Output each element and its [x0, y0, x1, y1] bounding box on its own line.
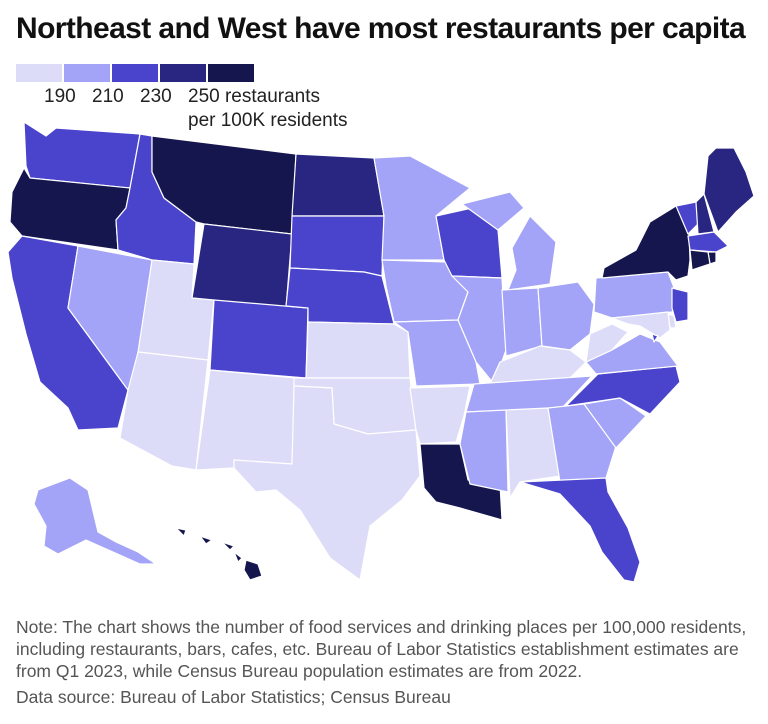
legend-tick-250: 250 restaurants — [188, 86, 321, 107]
data-source: Data source: Bureau of Labor Statistics;… — [16, 687, 451, 707]
state-maryland[interactable] — [611, 311, 671, 339]
state-ohio[interactable] — [537, 281, 595, 351]
state-mississippi[interactable] — [459, 409, 509, 493]
state-new-mexico[interactable] — [195, 369, 297, 471]
state-florida[interactable] — [519, 477, 641, 583]
state-maine[interactable] — [703, 147, 755, 233]
legend-swatches — [16, 64, 256, 82]
legend-swatch-bin-4 — [160, 64, 206, 82]
chart-title: Northeast and West have most restaurants… — [16, 12, 746, 45]
chart-note: Note: The chart shows the number of food… — [16, 617, 747, 681]
state-north-dakota[interactable] — [291, 153, 385, 217]
state-michigan[interactable] — [461, 191, 557, 291]
state-texas[interactable] — [233, 385, 421, 581]
legend-labels: 190 210 230 250 restaurants per 100K res… — [16, 82, 348, 134]
state-washington[interactable] — [23, 121, 141, 189]
us-state-map — [7, 121, 755, 583]
state-south-dakota[interactable] — [289, 215, 385, 277]
state-district-of-columbia[interactable] — [651, 333, 659, 343]
state-west-virginia[interactable] — [585, 323, 629, 363]
state-colorado[interactable] — [209, 299, 309, 379]
state-new-york[interactable] — [601, 205, 691, 281]
state-pennsylvania[interactable] — [593, 271, 679, 319]
state-arizona[interactable] — [119, 351, 209, 471]
legend-tick-230: 230 — [140, 86, 172, 107]
state-indiana[interactable] — [501, 287, 543, 357]
legend-swatch-bin-5 — [208, 64, 254, 82]
state-alabama[interactable] — [505, 407, 561, 499]
legend-swatch-bin-2 — [64, 64, 110, 82]
legend-unit-label: per 100K residents — [188, 110, 348, 131]
legend-tick-210: 210 — [92, 86, 124, 107]
state-hawaii[interactable] — [175, 527, 263, 581]
state-connecticut[interactable] — [689, 249, 711, 271]
state-alaska[interactable] — [33, 477, 157, 565]
state-new-jersey[interactable] — [671, 287, 689, 323]
legend-tick-190: 190 — [44, 86, 76, 107]
state-wyoming[interactable] — [191, 223, 293, 309]
legend-swatch-bin-3 — [112, 64, 158, 82]
legend-swatch-bin-1 — [16, 64, 62, 82]
state-massachusetts[interactable] — [687, 231, 729, 253]
legend: 190 210 230 250 restaurants per 100K res… — [16, 64, 348, 134]
state-arkansas[interactable] — [409, 385, 471, 445]
state-kansas[interactable] — [305, 321, 411, 379]
